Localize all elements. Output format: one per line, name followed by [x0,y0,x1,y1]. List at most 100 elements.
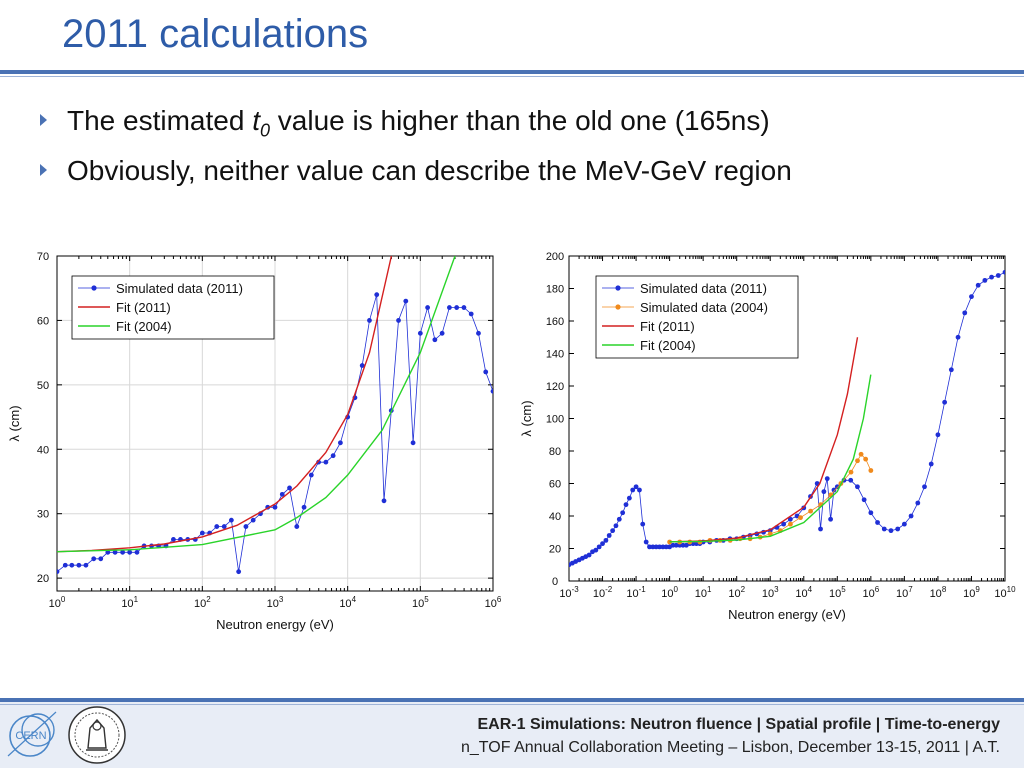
bullet-arrow-icon [40,164,47,176]
series-line-3 [669,374,872,543]
x-tick-label: 103 [267,595,284,610]
data-point-0 [818,526,823,532]
data-point-0 [417,330,423,336]
data-point-0 [653,544,659,550]
data-point-0 [603,537,609,543]
y-tick-label: 120 [546,381,564,393]
data-point-0 [461,305,467,310]
data-point-0 [236,569,242,575]
data-point-0 [279,491,285,497]
svg-text:CERN: CERN [15,730,46,742]
data-point-0 [881,526,887,532]
legend-entry: Fit (2004) [116,319,172,334]
bullet-1-post: value is higher than the old one (165ns) [270,105,770,136]
y-tick-label: 20 [549,544,561,556]
data-point-0 [855,484,860,490]
legend-entry: Fit (2011) [116,300,171,315]
x-tick-label: 103 [762,585,779,600]
data-point-0 [476,330,481,336]
data-point-0 [337,440,343,446]
data-point-1 [868,468,874,473]
data-point-0 [483,369,489,375]
data-point-0 [908,513,914,519]
data-point-0 [250,517,256,523]
data-point-0 [83,562,89,568]
data-point-0 [228,517,234,523]
footer-divider-thin [0,704,1024,705]
data-point-0 [593,547,599,553]
legend-entry: Fit (2011) [640,319,695,334]
data-point-0 [272,504,278,510]
data-point-0 [643,539,649,545]
x-tick-label: 106 [862,585,879,600]
y-axis-label: λ (cm) [7,405,22,441]
x-tick-label: 108 [930,585,947,600]
legend-entry: Simulated data (2011) [116,281,243,296]
data-point-0 [848,477,854,483]
data-point-0 [670,542,676,548]
data-point-0 [915,500,921,506]
footer-line-1: EAR-1 Simulations: Neutron fluence | Spa… [477,716,1000,733]
chart-lambda-left: 100 101 102 103 104 105 106 20 30 40 50 60 70 Neutron… [0,244,512,644]
data-point-0 [134,549,140,555]
data-point-0 [301,504,307,510]
legend-entry: Simulated data (2011) [640,281,767,296]
ntof-logo [68,706,126,764]
data-point-1 [855,458,860,464]
chart-left-svg: 100 101 102 103 104 105 106 20 30 40 50 60 70 Neutron… [7,251,502,632]
bullet-2-text: Obviously, neither value can describe th… [67,155,792,186]
data-point-0 [127,549,133,555]
data-point-0 [995,273,1001,278]
x-tick-label: 102 [728,585,745,600]
data-point-1 [788,521,793,527]
legend-marker [91,285,97,291]
data-point-0 [98,556,104,562]
y-tick-label: 60 [549,479,561,491]
data-point-0 [948,367,954,373]
legend-entry: Simulated data (2004) [640,300,768,315]
data-point-0 [490,388,493,394]
data-point-0 [381,498,387,504]
chart-right-svg: 10-3 10-2 10-1 100 101 102 103 104 105 106 107 108 1… [519,251,1016,622]
y-tick-label: 30 [37,509,49,521]
y-tick-label: 200 [546,251,564,263]
header-divider-thin [0,76,1024,77]
data-point-0 [942,399,948,405]
data-point-0 [637,487,642,493]
data-point-0 [323,459,329,465]
data-point-0 [640,521,646,527]
y-tick-label: 50 [37,380,49,392]
data-point-0 [105,549,111,555]
data-point-0 [861,497,867,503]
data-point-0 [367,318,372,323]
data-point-0 [171,537,176,542]
data-point-1 [848,469,854,475]
data-point-0 [663,544,669,550]
data-point-0 [76,562,82,568]
data-point-0 [821,489,827,495]
slide-footer [0,698,1024,768]
legend-marker [615,285,621,291]
x-tick-label: 100 [661,585,678,600]
y-tick-label: 140 [546,349,564,361]
data-point-0 [680,542,686,548]
data-point-0 [673,542,679,548]
data-point-0 [901,521,907,527]
x-tick-label: 105 [829,585,846,600]
bullet-1-pre: The estimated [67,105,253,136]
data-point-0 [875,520,880,525]
data-point-0 [199,530,205,536]
bullet-1-variable: t [252,105,260,136]
bullet-arrow-icon [40,114,47,126]
series-line-1 [57,256,393,553]
x-tick-label: 102 [194,595,211,610]
y-tick-label: 40 [549,511,561,523]
data-point-0 [982,277,988,283]
data-point-0 [616,516,622,522]
data-point-0 [922,484,927,490]
legend-marker [615,304,621,310]
data-point-0 [623,502,629,508]
data-point-0 [895,526,901,532]
data-point-0 [221,524,227,529]
data-point-0 [650,544,656,550]
